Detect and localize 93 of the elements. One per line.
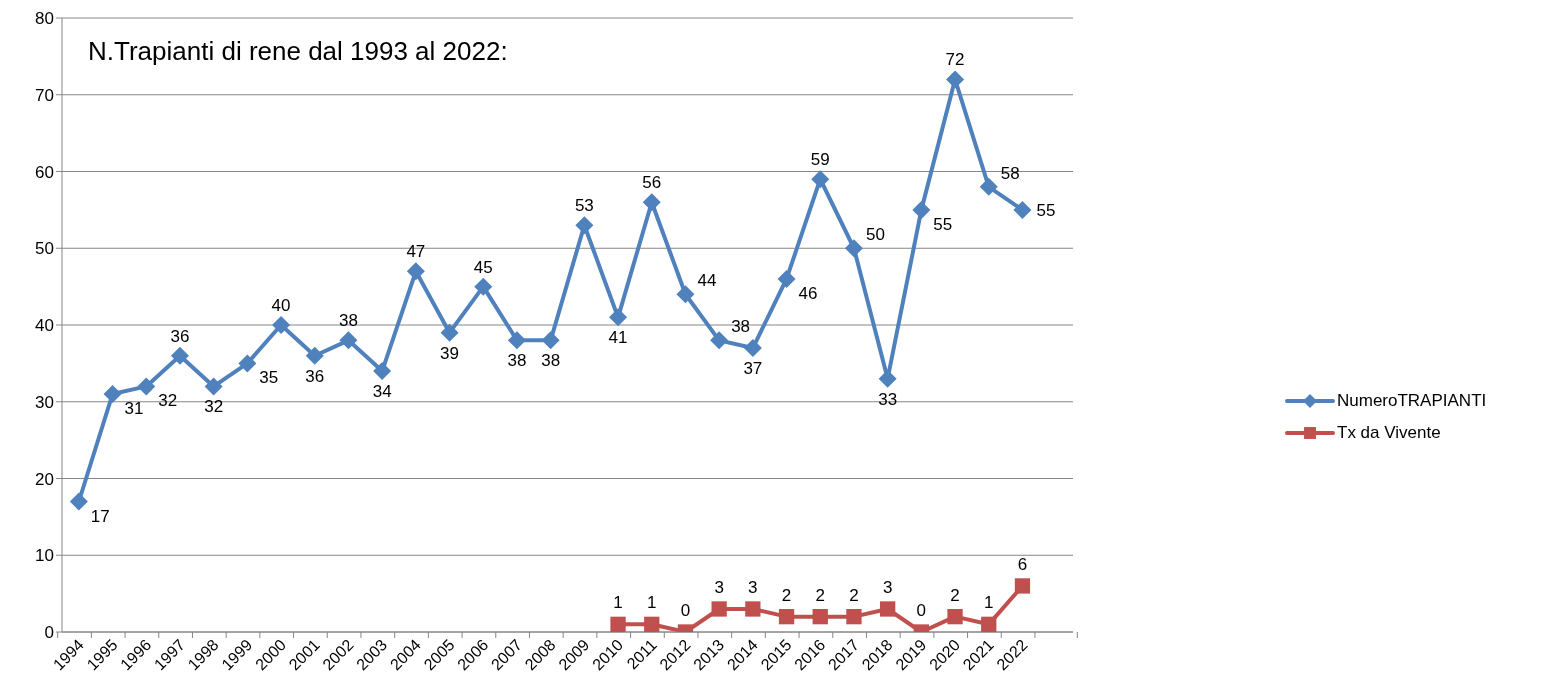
data-label: 34 [372, 382, 392, 402]
point [103, 385, 122, 404]
data-label: 1 [647, 593, 657, 613]
point [1014, 578, 1031, 594]
data-label: 1 [613, 593, 623, 613]
y-tick-label: 50 [35, 239, 54, 259]
data-label: 0 [916, 601, 927, 620]
data-label: 32 [204, 397, 224, 417]
point [609, 308, 628, 327]
y-tick-label: 10 [35, 546, 54, 566]
data-label: 50 [865, 225, 885, 245]
point [946, 70, 965, 89]
point [777, 269, 796, 288]
data-label: 31 [124, 399, 144, 419]
data-label: 53 [574, 196, 594, 216]
data-label: 36 [170, 326, 190, 346]
data-label: 55 [933, 214, 953, 234]
y-tick-label: 80 [35, 9, 54, 29]
data-label: 45 [473, 257, 493, 277]
data-label: 3 [748, 577, 758, 597]
data-label: 55 [1036, 200, 1056, 220]
point [238, 354, 257, 373]
data-label: 40 [271, 296, 291, 315]
y-tick-label: 0 [44, 623, 54, 643]
point [981, 616, 997, 632]
point [610, 616, 626, 632]
point [474, 277, 493, 296]
point [979, 177, 998, 196]
point [305, 346, 324, 365]
point [711, 601, 727, 617]
point [880, 601, 896, 617]
y-tick-label: 60 [35, 162, 54, 182]
data-label: 38 [541, 351, 561, 371]
point [642, 193, 661, 212]
point [373, 362, 392, 381]
point [844, 239, 863, 258]
point [812, 609, 828, 625]
point [170, 346, 189, 365]
data-label: 0 [680, 601, 691, 620]
point [710, 331, 729, 350]
point [204, 377, 223, 396]
data-label: 56 [642, 173, 662, 193]
point [541, 331, 560, 350]
y-tick-label: 70 [35, 85, 54, 105]
point [339, 331, 358, 350]
point [507, 331, 526, 350]
data-label: 72 [945, 50, 965, 70]
point [406, 262, 425, 281]
data-label: 2 [815, 585, 825, 605]
data-label: 39 [440, 343, 460, 363]
data-label: 1 [984, 593, 994, 613]
point [846, 609, 862, 625]
point [137, 377, 156, 396]
point [575, 216, 594, 235]
data-label: 6 [1017, 554, 1028, 574]
point [811, 170, 830, 189]
data-label: 58 [1000, 163, 1020, 183]
point [69, 492, 88, 511]
legend-label: NumeroTRAPIANTI [1337, 391, 1487, 411]
data-label: 2 [950, 585, 960, 605]
data-label: 2 [781, 585, 792, 605]
data-label: 41 [608, 328, 628, 348]
point [1013, 200, 1032, 219]
point [743, 339, 762, 358]
data-label: 47 [406, 242, 426, 262]
data-label: 38 [507, 351, 527, 371]
legend-label: Tx da Vivente [1337, 423, 1441, 443]
data-label: 37 [743, 359, 763, 379]
data-label: 35 [259, 368, 279, 388]
y-tick-label: 40 [35, 316, 54, 336]
data-label: 33 [878, 389, 898, 409]
data-label: 17 [90, 506, 110, 526]
y-tick-label: 30 [35, 392, 54, 412]
data-label: 38 [731, 317, 751, 337]
data-label: 59 [810, 150, 830, 170]
y-tick-label: 20 [35, 469, 54, 489]
text: N.Trapianti di rene dal 1993 al 2022: [88, 36, 508, 67]
data-label: 3 [714, 577, 724, 597]
point [778, 609, 795, 625]
data-label: 38 [338, 311, 358, 331]
data-label: 2 [849, 585, 859, 605]
data-label: 44 [697, 271, 717, 291]
point [440, 323, 459, 342]
point [272, 316, 291, 334]
point [644, 616, 660, 632]
data-label: 3 [882, 577, 893, 597]
point [676, 285, 695, 304]
data-label: 32 [158, 391, 178, 411]
data-label: 46 [798, 283, 818, 303]
point [912, 200, 931, 219]
point [947, 609, 963, 625]
data-label: 36 [305, 366, 325, 386]
point [745, 601, 761, 617]
